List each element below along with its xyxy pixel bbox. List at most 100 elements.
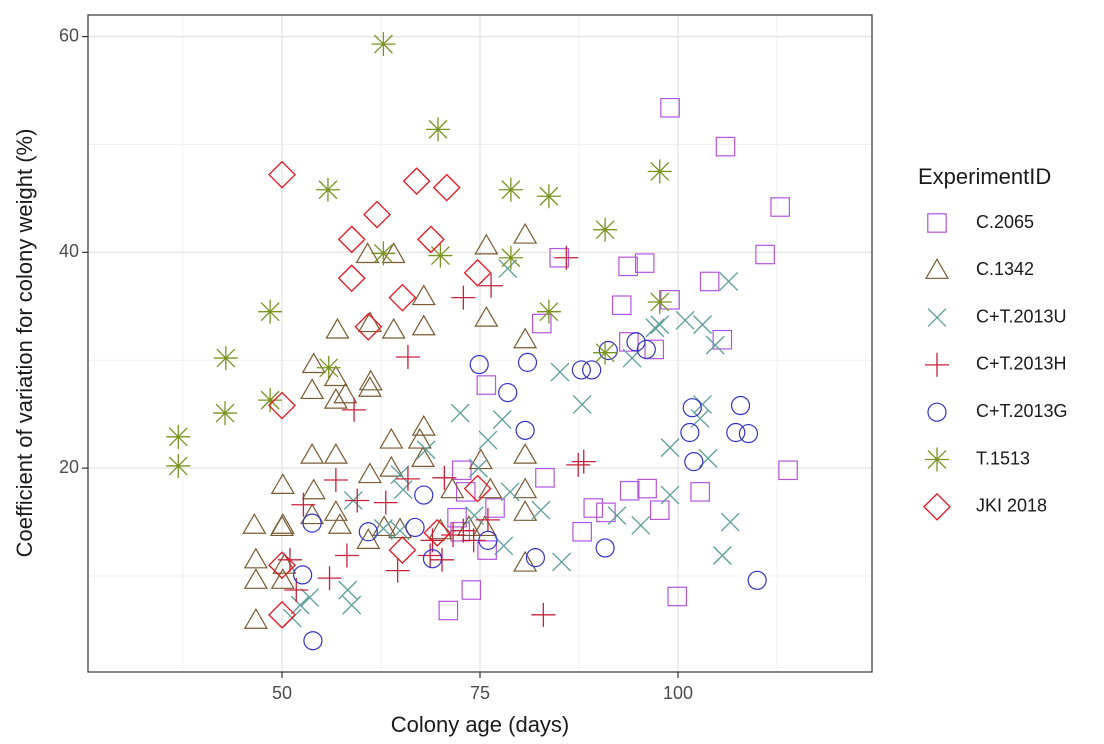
point: [258, 299, 283, 324]
point: [636, 339, 656, 360]
point: [416, 225, 445, 254]
point: [513, 222, 538, 244]
x-tick-label: 100: [663, 683, 693, 703]
point: [468, 458, 488, 478]
point: [447, 507, 467, 528]
legend-label: C.1342: [976, 259, 1034, 279]
point: [476, 375, 497, 395]
point: [418, 543, 443, 568]
x-tick-label: 50: [272, 683, 292, 703]
point: [463, 474, 492, 503]
point: [517, 352, 538, 372]
point: [554, 245, 579, 270]
point: [334, 543, 359, 568]
legend-title: ExperimentID: [918, 164, 1051, 189]
point: [660, 290, 680, 310]
point: [451, 460, 472, 481]
point: [451, 518, 476, 543]
point: [393, 480, 413, 500]
point: [325, 317, 350, 339]
y-tick-label: 20: [59, 457, 79, 477]
point: [423, 518, 452, 547]
point: [552, 552, 572, 572]
point: [535, 468, 555, 488]
point: [583, 498, 604, 518]
point: [468, 448, 493, 470]
point: [572, 394, 592, 414]
point: [712, 329, 733, 350]
point: [571, 449, 596, 474]
point: [395, 344, 420, 369]
y-tick-label: 40: [59, 241, 79, 261]
point: [513, 477, 538, 499]
point: [303, 631, 323, 651]
point: [379, 455, 404, 477]
point: [477, 540, 497, 560]
point: [690, 482, 710, 502]
point: [747, 570, 767, 590]
point: [357, 376, 382, 397]
point: [649, 500, 670, 520]
y-axis-title: Coefficient of variation for colony weig…: [12, 129, 37, 558]
point: [407, 427, 432, 449]
point: [644, 339, 665, 360]
point: [242, 513, 267, 534]
point: [455, 482, 476, 502]
legend-key: [924, 258, 950, 279]
point: [166, 453, 191, 478]
point: [531, 313, 552, 334]
point: [414, 485, 434, 505]
legend-key: [927, 308, 947, 328]
point: [438, 600, 459, 621]
point: [682, 398, 702, 418]
point: [631, 515, 651, 535]
point: [357, 462, 382, 484]
point: [300, 503, 325, 525]
point: [290, 595, 310, 615]
point: [684, 452, 704, 472]
point: [461, 580, 482, 600]
point: [626, 332, 646, 352]
point: [619, 332, 639, 352]
point: [293, 565, 313, 585]
point: [474, 233, 499, 255]
point: [472, 515, 497, 537]
point: [566, 452, 591, 477]
point: [475, 507, 500, 532]
point: [268, 600, 296, 629]
point: [513, 442, 538, 464]
point: [525, 548, 546, 568]
point: [388, 536, 417, 565]
point: [770, 197, 790, 217]
point: [660, 438, 680, 458]
legend-key: [925, 352, 949, 377]
point: [464, 506, 484, 526]
point: [270, 473, 295, 494]
point: [618, 256, 638, 277]
x-tick-label: 75: [470, 683, 490, 703]
point: [388, 283, 417, 312]
point: [531, 602, 556, 627]
point: [440, 477, 465, 499]
point: [494, 536, 514, 556]
point: [342, 397, 367, 422]
point: [345, 488, 370, 513]
point: [323, 365, 348, 387]
point: [645, 318, 665, 338]
point: [301, 352, 326, 374]
point: [571, 360, 591, 380]
point: [432, 173, 461, 202]
point: [422, 549, 443, 569]
point: [463, 258, 492, 287]
point: [607, 506, 627, 526]
point: [478, 477, 503, 499]
point: [372, 515, 397, 537]
x-axis-title: Colony age (days): [391, 712, 570, 737]
point: [596, 502, 616, 523]
point: [379, 427, 404, 449]
point: [269, 515, 295, 537]
point: [354, 312, 383, 341]
point: [432, 465, 457, 490]
point: [531, 500, 551, 520]
point: [550, 362, 570, 382]
